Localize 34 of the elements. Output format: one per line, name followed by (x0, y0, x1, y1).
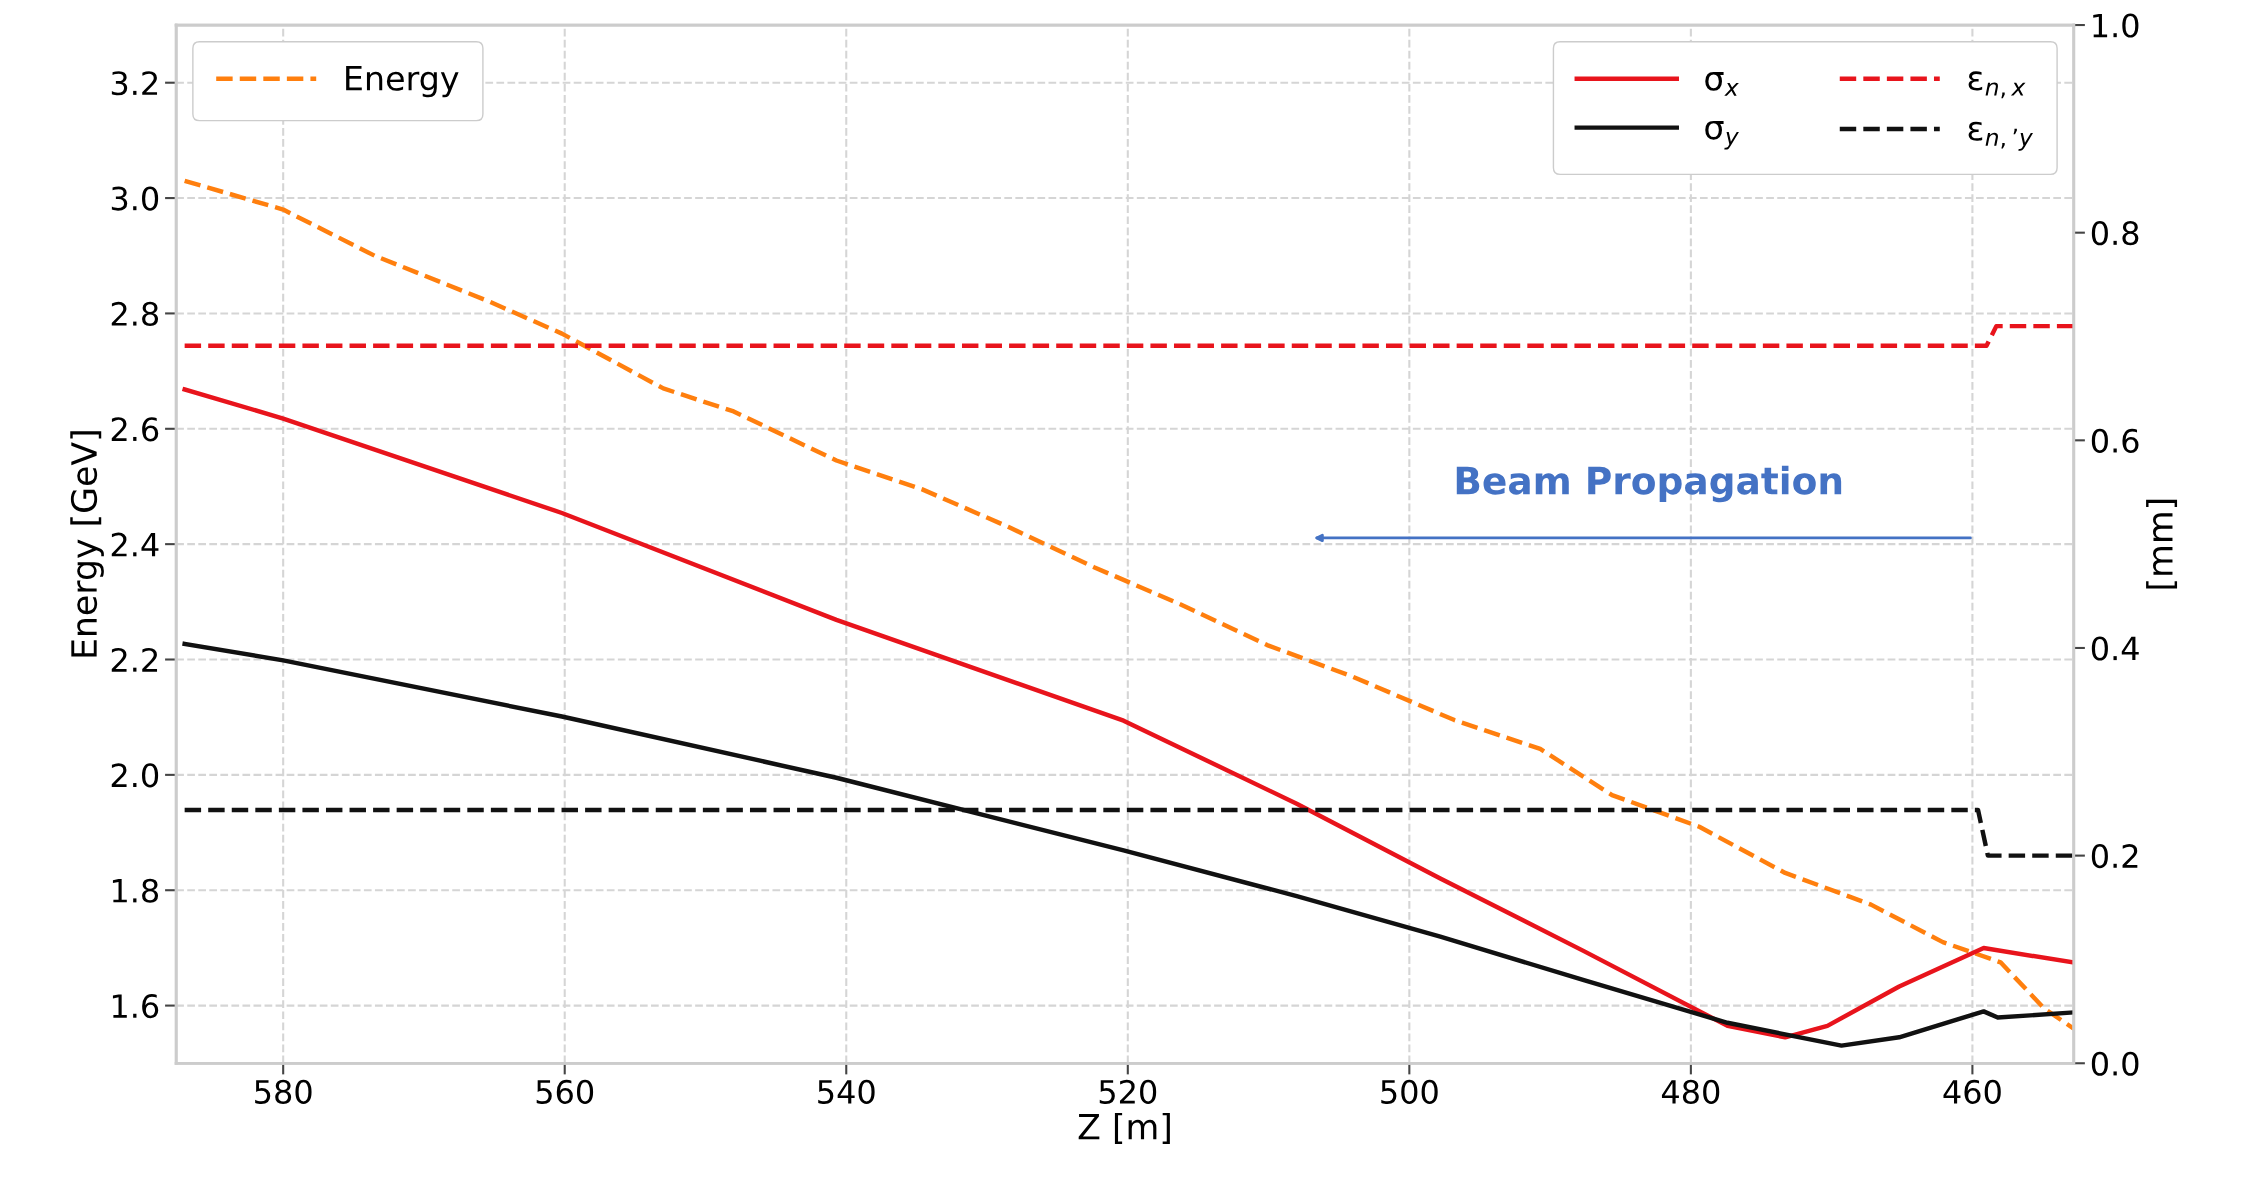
x-tick-label: 460 (1943, 1079, 2001, 1104)
legend-label: ε$_{n,x}$ (1968, 71, 2026, 99)
x-tick-label: 560 (536, 1079, 594, 1104)
line-series (182, 178, 2074, 1031)
y-tick-label: 1.6 (112, 994, 159, 1019)
x-axis-title: Z [m] (1078, 1112, 1170, 1144)
legend-label: σ$_{x}$ (1705, 72, 1739, 96)
y2-tick-label: 0.6 (2091, 428, 2139, 453)
y-tick-label: 2.4 (111, 532, 159, 557)
y-axis-title: Energy [GeV] (70, 431, 104, 657)
x-tick-label: 520 (1099, 1079, 1157, 1104)
y-tick-label: 2.2 (111, 647, 158, 672)
line-series (182, 387, 2074, 1040)
x-tick-label: 580 (255, 1079, 312, 1104)
y-tick-label: 1.8 (112, 878, 159, 903)
annotation: Beam Propagation (1456, 465, 1842, 503)
y-tick-label: 3.2 (111, 71, 158, 96)
y2-axis-title: [mm] (2146, 499, 2178, 589)
y2-tick-label: 0.2 (2091, 844, 2138, 869)
legend-label: ε$_{n,’y}$ (1968, 121, 2033, 151)
x-tick-label: 480 (1661, 1079, 1720, 1104)
y-tick-label: 2.0 (111, 763, 159, 788)
y2-tick-label: 0.8 (2091, 221, 2139, 246)
legend-label: Energy (346, 66, 459, 98)
x-tick-label: 540 (818, 1079, 875, 1104)
y-tick-label: 2.8 (111, 301, 159, 327)
line-series (182, 641, 2074, 1048)
y-tick-label: 2.6 (111, 417, 159, 442)
y2-tick-label: 0.4 (2091, 636, 2139, 661)
legend-label: σ$_{y}$ (1705, 120, 1739, 150)
y2-tick-label: 0.0 (2091, 1051, 2139, 1076)
y2-tick-label: 1.0 (2093, 13, 2139, 38)
y-tick-label: 3.0 (111, 186, 159, 211)
x-tick-label: 500 (1381, 1079, 1438, 1104)
